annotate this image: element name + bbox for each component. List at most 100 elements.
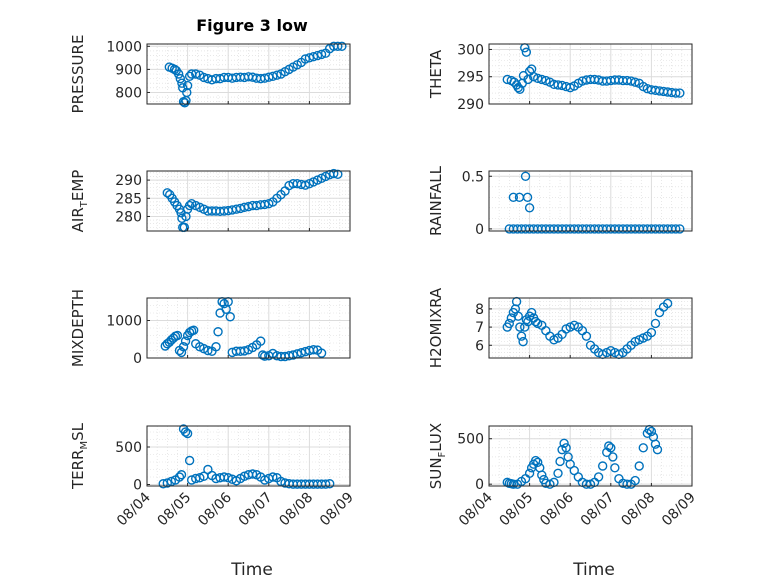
- y-tick-label: 8: [475, 302, 484, 318]
- subplot-2: 290 295 300 THETA: [427, 42, 693, 113]
- axes-box: [146, 425, 351, 487]
- x-tick-label: 08/08: [276, 490, 316, 530]
- subplot-7: 0 500 08/04 08/05 08/06 08/07 08/08 08/09 TERRMS…: [69, 422, 357, 529]
- axes-box: [146, 43, 351, 105]
- y-axis-label-main: PRESSURE: [69, 35, 87, 114]
- data-point: [225, 312, 235, 322]
- data-point: [675, 88, 685, 98]
- data-point: [203, 345, 213, 356]
- y-tick-label: 500: [115, 440, 142, 456]
- x-axis-label-right: Time: [572, 560, 615, 580]
- x-tick-label: 08/08: [618, 490, 658, 530]
- data-point: [316, 49, 327, 60]
- x-axis-label-left: Time: [230, 560, 273, 580]
- y-axis-label-tail: LUX: [427, 423, 445, 452]
- data-point: [180, 336, 191, 346]
- y-axis-label: PRESSURE: [69, 35, 87, 114]
- y-axis-label-main: SUN: [427, 457, 445, 489]
- data-point: [223, 473, 233, 483]
- data-point: [268, 472, 278, 482]
- y-axis-label-main: RAINFALL: [427, 165, 445, 236]
- data-point: [184, 455, 195, 466]
- y-axis-label: RAINFALL: [427, 165, 445, 236]
- data-point: [174, 472, 185, 482]
- data-point: [239, 346, 250, 356]
- data-point: [515, 322, 525, 332]
- y-tick-label: 280: [115, 209, 142, 225]
- data-point: [652, 444, 663, 455]
- y-tick-label: 0: [475, 477, 484, 493]
- x-tick-label: 08/05: [155, 490, 195, 530]
- data-point: [518, 336, 528, 347]
- data-point: [508, 479, 519, 489]
- data-point: [308, 51, 319, 62]
- data-point: [255, 336, 266, 346]
- y-axis-label: SUNFLUX: [427, 423, 448, 489]
- x-tick-label: 08/06: [537, 489, 577, 529]
- data-point: [646, 426, 657, 437]
- data-point: [537, 74, 547, 85]
- data-point: [597, 461, 608, 471]
- data-point: [312, 50, 323, 61]
- data-point: [671, 224, 681, 234]
- data-point: [516, 331, 527, 341]
- data-point: [213, 327, 223, 337]
- data-point: [182, 87, 192, 98]
- data-point: [524, 203, 535, 213]
- data-point: [172, 330, 183, 341]
- y-axis-label-subscript: T: [79, 200, 90, 208]
- data-point: [184, 200, 195, 211]
- data-point: [176, 347, 187, 358]
- data-point: [522, 192, 533, 203]
- data-point: [638, 443, 648, 453]
- x-tick-label: 08/05: [497, 490, 537, 530]
- y-axis-label-subscript: M: [79, 441, 90, 450]
- y-tick-label: 800: [115, 85, 142, 101]
- data-point: [178, 342, 189, 352]
- y-tick-label: 290: [457, 97, 484, 113]
- data-point: [553, 468, 563, 478]
- data-point: [506, 313, 517, 323]
- data-point: [504, 318, 514, 329]
- data-point: [329, 168, 339, 179]
- y-tick-label: 1000: [106, 39, 142, 55]
- data-point: [513, 311, 523, 321]
- data-point: [195, 473, 205, 483]
- y-tick-label: 7: [475, 320, 484, 336]
- y-tick-label: 900: [115, 62, 142, 78]
- data-point: [559, 438, 569, 448]
- y-axis-label: MIXDEPTH: [69, 289, 87, 367]
- data-point: [675, 224, 685, 234]
- data-point: [521, 47, 532, 57]
- y-axis-label-main: AIR: [69, 207, 87, 232]
- x-tick-label: 08/09: [317, 490, 357, 530]
- data-point: [268, 71, 278, 82]
- y-axis-label: AIRTEMP: [69, 170, 90, 233]
- data-point: [533, 457, 543, 468]
- y-tick-label: 295: [457, 70, 484, 86]
- data-point: [333, 41, 343, 52]
- data-point: [300, 180, 311, 190]
- data-point: [188, 325, 199, 335]
- data-point: [671, 88, 681, 98]
- data-point: [555, 456, 565, 467]
- subplot-6: 6 7 8 H2OMIXRA: [427, 287, 693, 368]
- axes-box: [146, 297, 351, 359]
- data-point: [650, 439, 661, 449]
- y-axis-label-main: THETA: [427, 49, 445, 99]
- data-point: [199, 72, 209, 83]
- y-axis-label-main: H2OMIXRA: [427, 287, 445, 368]
- figure-title: Figure 3 low: [196, 16, 308, 35]
- data-point: [300, 54, 311, 64]
- data-point: [526, 307, 537, 318]
- data-point: [333, 169, 343, 179]
- x-tick-label: 08/04: [114, 489, 154, 529]
- data-point: [325, 479, 335, 489]
- data-point: [175, 73, 185, 84]
- data-point: [634, 461, 644, 471]
- x-tick-label: 08/06: [195, 489, 235, 529]
- data-point: [610, 463, 620, 473]
- subplot-8: 0 500 08/04 08/05 08/06 08/07 08/08 08/09 SUNFLU…: [427, 423, 699, 530]
- data-point: [176, 470, 187, 480]
